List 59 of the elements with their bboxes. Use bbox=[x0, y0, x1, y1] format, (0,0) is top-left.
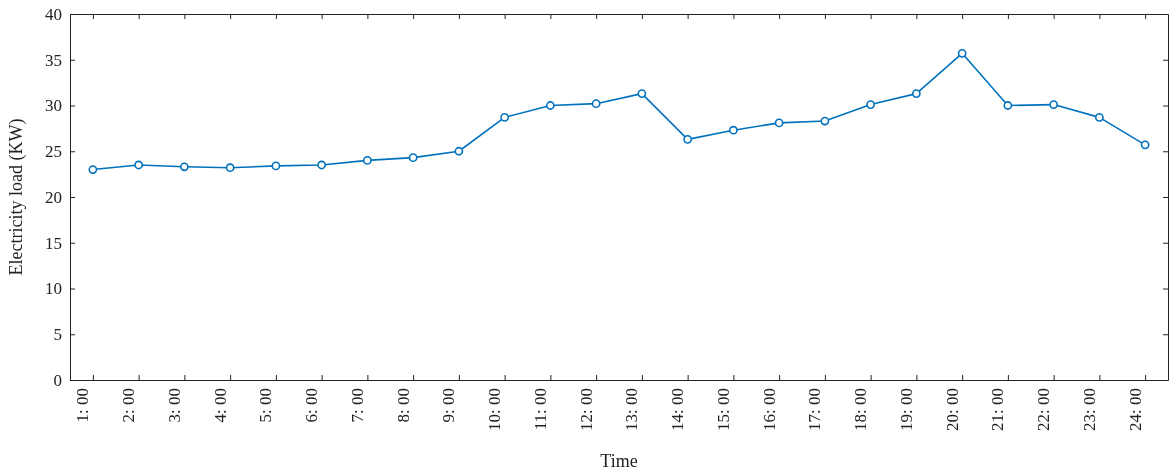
x-tick-label: 17: 00 bbox=[805, 388, 825, 431]
y-tick-label: 15 bbox=[45, 233, 62, 253]
y-tick-label: 40 bbox=[45, 4, 62, 24]
point bbox=[1140, 140, 1150, 150]
y-tick-label: 30 bbox=[45, 96, 62, 116]
point bbox=[1003, 101, 1013, 110]
point bbox=[728, 125, 738, 135]
point bbox=[591, 99, 601, 109]
point bbox=[317, 160, 327, 170]
y-tick-label: 20 bbox=[45, 187, 62, 207]
x-tick-label: 2: 00 bbox=[119, 388, 139, 423]
x-tick-label: 23: 00 bbox=[1079, 388, 1099, 431]
point bbox=[454, 146, 464, 156]
x-axis-title: Time bbox=[600, 451, 638, 471]
point bbox=[179, 162, 189, 172]
x-tick-label: 22: 00 bbox=[1034, 388, 1054, 431]
x-tick-label: 21: 00 bbox=[988, 388, 1008, 431]
point bbox=[1049, 100, 1059, 109]
x-tick-label: 6: 00 bbox=[302, 388, 322, 423]
y-axis-title: Electricity load (KW) bbox=[6, 118, 27, 276]
point bbox=[911, 89, 921, 99]
y-tick-label: 5 bbox=[53, 325, 62, 345]
point bbox=[362, 156, 372, 165]
point bbox=[545, 101, 555, 110]
x-tick-label: 9: 00 bbox=[439, 388, 459, 423]
x-tick-label: 15: 00 bbox=[713, 388, 733, 431]
point bbox=[774, 118, 784, 128]
x-tick-label: 5: 00 bbox=[256, 388, 276, 423]
point bbox=[88, 165, 98, 174]
y-tick-label: 0 bbox=[53, 370, 62, 390]
y-tick-label: 35 bbox=[45, 50, 62, 70]
x-tick-label: 10: 00 bbox=[485, 388, 505, 431]
point bbox=[271, 161, 281, 171]
x-tick-label: 14: 00 bbox=[668, 388, 688, 431]
y-tick-label: 10 bbox=[45, 279, 62, 299]
x-tick-label: 4: 00 bbox=[210, 388, 230, 423]
x-tick-label: 8: 00 bbox=[393, 388, 413, 423]
x-tick-label: 16: 00 bbox=[759, 388, 779, 431]
point bbox=[866, 100, 876, 109]
point bbox=[500, 113, 510, 122]
point bbox=[408, 153, 418, 163]
point bbox=[637, 89, 647, 99]
x-tick-label: 18: 00 bbox=[851, 388, 871, 431]
x-tick-label: 11: 00 bbox=[530, 388, 550, 431]
x-tick-label: 3: 00 bbox=[164, 388, 184, 423]
point bbox=[683, 134, 693, 144]
point bbox=[225, 163, 235, 173]
x-tick-label: 12: 00 bbox=[576, 388, 596, 431]
point bbox=[1094, 113, 1104, 122]
y-tick-label: 25 bbox=[45, 142, 62, 162]
x-tick-label: 19: 00 bbox=[896, 388, 916, 431]
x-tick-label: 13: 00 bbox=[622, 388, 642, 431]
x-tick-label: 20: 00 bbox=[942, 388, 962, 431]
x-tick-label: 7: 00 bbox=[347, 388, 367, 423]
point bbox=[957, 48, 967, 58]
x-tick-label: 1: 00 bbox=[73, 388, 93, 423]
point bbox=[820, 116, 830, 126]
point bbox=[134, 160, 144, 170]
x-tick-label: 24: 00 bbox=[1125, 388, 1145, 431]
